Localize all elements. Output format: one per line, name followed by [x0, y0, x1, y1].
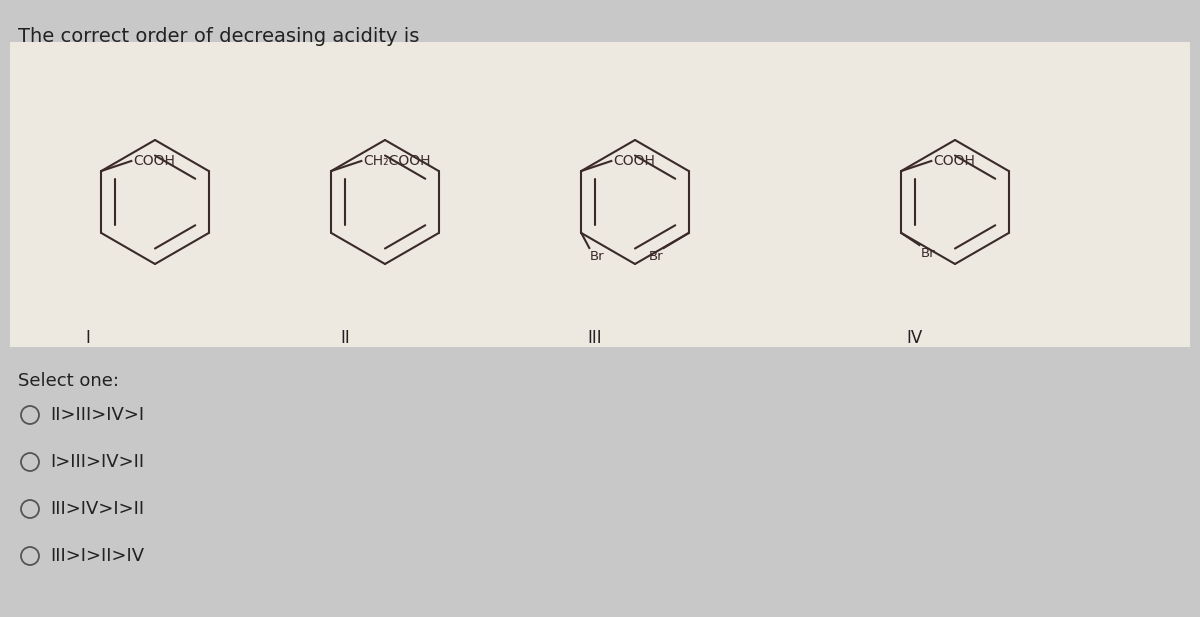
Text: I>III>IV>II: I>III>IV>II	[50, 453, 144, 471]
Text: III>I>II>IV: III>I>II>IV	[50, 547, 144, 565]
Text: Select one:: Select one:	[18, 372, 119, 390]
Text: COOH: COOH	[934, 154, 976, 168]
Text: Br: Br	[920, 247, 935, 260]
Text: I: I	[85, 329, 90, 347]
Text: III>IV>I>II: III>IV>I>II	[50, 500, 144, 518]
Text: The correct order of decreasing acidity is: The correct order of decreasing acidity …	[18, 27, 419, 46]
Text: II: II	[340, 329, 350, 347]
Text: III: III	[588, 329, 602, 347]
FancyBboxPatch shape	[10, 42, 1190, 347]
Text: IV: IV	[907, 329, 923, 347]
Text: Br: Br	[589, 250, 604, 263]
Text: COOH: COOH	[613, 154, 655, 168]
Text: II>III>IV>I: II>III>IV>I	[50, 406, 144, 424]
Text: CH₂COOH: CH₂COOH	[364, 154, 431, 168]
Text: COOH: COOH	[133, 154, 175, 168]
Text: Br: Br	[649, 250, 664, 263]
